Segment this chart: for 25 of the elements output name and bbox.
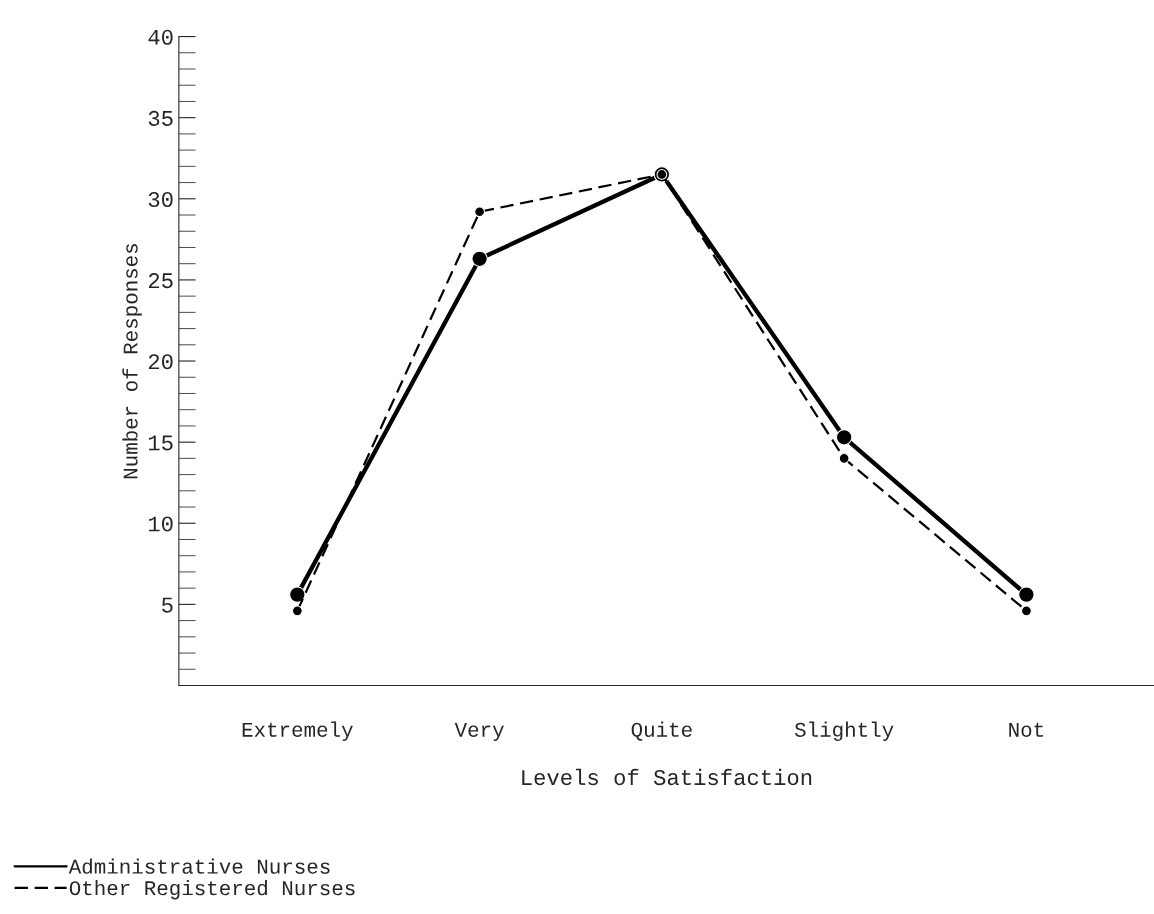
- point: [1021, 605, 1032, 617]
- y-tick-label: 25: [148, 273, 173, 289]
- point: [471, 250, 488, 267]
- y-tick-label: 40: [148, 29, 173, 45]
- x-tick-label: Not: [1009, 722, 1044, 737]
- point: [838, 452, 850, 464]
- x-axis-title: Levels of Satisfaction: [522, 768, 812, 786]
- x-tick-label: Quite: [631, 721, 692, 741]
- y-tick-label: 15: [148, 435, 173, 451]
- point: [289, 586, 306, 603]
- legend-label: Other Registered Nurses: [69, 880, 355, 900]
- y-tick-label: 35: [148, 110, 173, 126]
- y-tick-label: 20: [148, 354, 173, 370]
- point: [474, 206, 485, 218]
- x-tick-label: Very: [454, 722, 504, 742]
- point: [835, 429, 853, 446]
- y-tick-label: 30: [148, 191, 173, 208]
- x-tick-label: Extremely: [242, 721, 353, 742]
- point: [1018, 586, 1035, 603]
- legend-label: Administrative Nurses: [68, 858, 330, 874]
- x-tick-label: Slightly: [794, 721, 894, 742]
- y-tick-label: 10: [148, 516, 173, 532]
- point: [291, 605, 303, 617]
- y-tick-label: 5: [162, 597, 173, 613]
- y-axis-title: Number of Responses: [122, 243, 142, 479]
